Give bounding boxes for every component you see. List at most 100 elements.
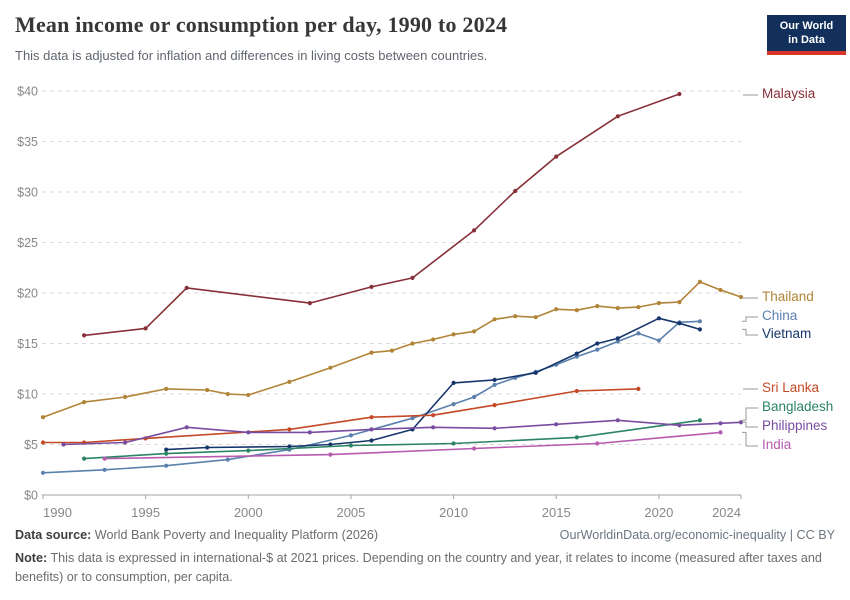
data-point[interactable] xyxy=(451,380,456,385)
data-point[interactable] xyxy=(164,386,169,391)
data-point[interactable] xyxy=(492,426,497,431)
data-point[interactable] xyxy=(636,386,641,391)
data-point[interactable] xyxy=(595,347,600,352)
data-point[interactable] xyxy=(533,370,538,375)
data-point[interactable] xyxy=(143,326,148,331)
data-point[interactable] xyxy=(513,188,518,194)
data-point[interactable] xyxy=(348,443,353,448)
series-line[interactable] xyxy=(84,93,680,337)
data-point[interactable] xyxy=(492,382,497,387)
data-point[interactable] xyxy=(287,427,292,432)
data-point[interactable] xyxy=(574,354,579,359)
series-line[interactable] xyxy=(42,281,742,418)
owid-link[interactable]: OurWorldinData.org/economic-inequality xyxy=(559,528,787,542)
data-point[interactable] xyxy=(410,416,415,421)
data-point[interactable] xyxy=(164,451,169,456)
data-point[interactable] xyxy=(205,387,210,393)
data-point[interactable] xyxy=(451,402,456,407)
data-point[interactable] xyxy=(451,332,456,337)
data-point[interactable] xyxy=(554,422,559,427)
series-vietnam[interactable] xyxy=(164,316,758,452)
data-point[interactable] xyxy=(205,445,210,450)
data-point[interactable] xyxy=(82,456,87,461)
data-point[interactable] xyxy=(472,228,477,233)
data-point[interactable] xyxy=(246,430,251,435)
data-point[interactable] xyxy=(513,314,518,319)
data-point[interactable] xyxy=(595,341,600,346)
data-point[interactable] xyxy=(82,333,87,338)
data-point[interactable] xyxy=(615,336,620,341)
data-point[interactable] xyxy=(123,440,128,445)
data-point[interactable] xyxy=(328,452,333,457)
data-point[interactable] xyxy=(348,433,353,438)
data-point[interactable] xyxy=(369,284,374,289)
series-line[interactable] xyxy=(42,320,700,474)
owid-logo[interactable]: Our World in Data xyxy=(767,15,846,55)
data-point[interactable] xyxy=(677,423,682,428)
data-point[interactable] xyxy=(184,425,189,430)
data-point[interactable] xyxy=(307,430,312,435)
data-point[interactable] xyxy=(307,301,312,306)
data-point[interactable] xyxy=(61,442,66,447)
data-point[interactable] xyxy=(533,315,538,320)
data-point[interactable] xyxy=(389,348,395,353)
data-point[interactable] xyxy=(636,331,641,336)
data-point[interactable] xyxy=(82,400,87,405)
data-point[interactable] xyxy=(410,275,415,280)
data-point[interactable] xyxy=(595,304,600,309)
series-label-thailand[interactable]: Thailand xyxy=(762,289,814,304)
data-point[interactable] xyxy=(697,319,703,324)
data-point[interactable] xyxy=(656,301,662,306)
data-point[interactable] xyxy=(574,308,579,313)
series-label-sri-lanka[interactable]: Sri Lanka xyxy=(762,380,820,395)
data-point[interactable] xyxy=(451,441,456,446)
data-point[interactable] xyxy=(492,317,497,322)
data-point[interactable] xyxy=(554,307,559,312)
data-point[interactable] xyxy=(554,154,559,159)
data-point[interactable] xyxy=(656,316,662,321)
data-point[interactable] xyxy=(718,287,723,293)
series-label-philippines[interactable]: Philippines xyxy=(762,418,828,433)
data-point[interactable] xyxy=(472,329,477,334)
data-point[interactable] xyxy=(287,379,292,384)
data-point[interactable] xyxy=(615,306,620,311)
data-point[interactable] xyxy=(615,418,620,423)
data-point[interactable] xyxy=(369,415,374,420)
data-point[interactable] xyxy=(40,440,46,445)
data-point[interactable] xyxy=(369,350,374,355)
data-point[interactable] xyxy=(636,305,641,310)
data-point[interactable] xyxy=(328,365,333,370)
series-philippines[interactable] xyxy=(61,418,758,447)
data-point[interactable] xyxy=(410,341,415,346)
series-india[interactable] xyxy=(102,430,759,461)
series-line[interactable] xyxy=(43,388,639,444)
series-label-vietnam[interactable]: Vietnam xyxy=(762,326,812,341)
data-point[interactable] xyxy=(697,279,703,284)
data-point[interactable] xyxy=(246,392,251,398)
data-point[interactable] xyxy=(492,403,497,408)
data-point[interactable] xyxy=(738,420,744,425)
data-point[interactable] xyxy=(328,442,333,447)
series-label-india[interactable]: India xyxy=(762,437,792,452)
data-point[interactable] xyxy=(102,456,107,461)
data-point[interactable] xyxy=(472,394,477,400)
series-label-malaysia[interactable]: Malaysia xyxy=(762,86,816,101)
data-point[interactable] xyxy=(615,339,620,344)
data-point[interactable] xyxy=(738,294,744,300)
data-point[interactable] xyxy=(718,430,723,435)
series-sri-lanka[interactable] xyxy=(40,386,758,445)
data-point[interactable] xyxy=(164,447,169,452)
data-point[interactable] xyxy=(472,446,477,451)
data-point[interactable] xyxy=(40,415,46,420)
data-point[interactable] xyxy=(574,435,579,440)
data-point[interactable] xyxy=(615,114,620,119)
data-point[interactable] xyxy=(40,470,46,475)
data-point[interactable] xyxy=(287,444,292,449)
data-point[interactable] xyxy=(431,337,436,342)
data-point[interactable] xyxy=(369,427,374,432)
license-link[interactable]: CC BY xyxy=(796,528,836,542)
series-label-china[interactable]: China xyxy=(762,308,798,323)
data-point[interactable] xyxy=(184,285,189,290)
data-point[interactable] xyxy=(718,421,723,426)
data-point[interactable] xyxy=(697,327,703,332)
